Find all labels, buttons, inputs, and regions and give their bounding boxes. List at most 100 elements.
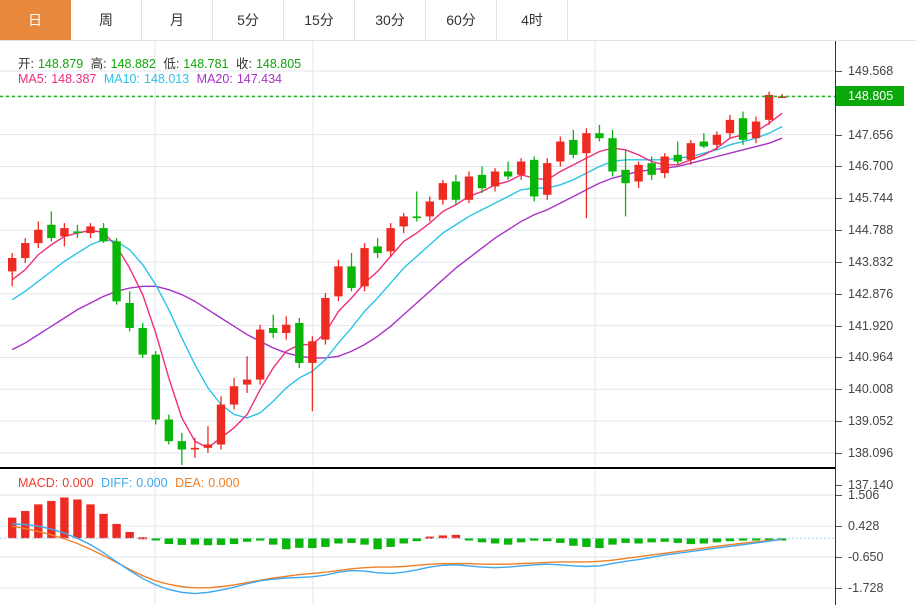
macd-histogram-bar (451, 534, 461, 539)
macd-label: MACD: (18, 476, 59, 490)
candle-body (608, 138, 617, 172)
price-axis-tick (836, 389, 842, 391)
macd-histogram-bar (660, 538, 669, 542)
candle-body (47, 224, 56, 239)
macd-histogram-bar (712, 538, 722, 543)
macd-histogram-bar (543, 538, 552, 542)
macd-histogram-bar (177, 538, 187, 545)
macd-histogram-bar (738, 538, 748, 541)
macd-histogram-bar (673, 538, 682, 543)
macd-histogram-bar (556, 538, 565, 543)
macd-histogram-bar (412, 538, 421, 542)
macd-histogram-bar (203, 538, 213, 546)
macd-histogram-bar (608, 538, 617, 545)
ma20-label: MA20: (196, 72, 233, 86)
macd-histogram-bar (490, 538, 500, 544)
candle-body (569, 139, 578, 155)
candle-body (99, 228, 108, 242)
macd-axis-tick (836, 495, 842, 496)
tab-6[interactable]: 60分 (426, 0, 497, 40)
macd-histogram-bar (373, 538, 382, 550)
candle-body (686, 143, 695, 160)
candle-body (138, 327, 147, 355)
ohlc-legend: 开: 148.879 高: 148.882 低: 148.781 收: 148.805 (18, 53, 305, 72)
macd-histogram-bar (360, 538, 369, 545)
candle-body (660, 156, 669, 174)
tab-0[interactable]: 日 (0, 0, 71, 40)
candle-body (73, 231, 82, 234)
macd-histogram-bar (569, 538, 578, 546)
macd-histogram-bar (699, 538, 709, 544)
price-axis-label: 146.700 (848, 159, 894, 174)
price-axis-label: 142.876 (848, 286, 894, 301)
candle-body (673, 154, 682, 162)
macd-histogram-bar (47, 500, 56, 539)
macd-histogram-bar (725, 538, 735, 542)
ma10-label: MA10: (103, 72, 140, 86)
macd-chart-panel[interactable] (0, 470, 836, 605)
price-axis-tick (836, 134, 842, 136)
macd-histogram-bar (295, 538, 304, 548)
macd-histogram-bar (190, 538, 200, 545)
candle-body (373, 246, 382, 254)
ma5-value: 148.387 (51, 72, 97, 86)
macd-value: 0.000 (62, 476, 94, 490)
candle-body (634, 164, 643, 182)
macd-legend: MACD: 0.000 DIFF: 0.000 DEA: 0.000 (18, 476, 244, 490)
price-chart-panel[interactable] (0, 41, 836, 465)
candle-body (777, 96, 787, 99)
price-axis-tick (836, 484, 842, 486)
candle-body (543, 163, 552, 195)
macd-axis-label: -0.650 (848, 550, 884, 564)
diff-label: DIFF: (101, 476, 133, 490)
close-value: 148.805 (255, 57, 302, 71)
macd-axis-label: 0.428 (848, 519, 880, 533)
candle-body (412, 216, 421, 219)
candle-body (8, 258, 17, 272)
tab-7[interactable]: 4时 (497, 0, 568, 40)
macd-histogram-bar (425, 536, 434, 539)
ma5-line (11, 112, 783, 449)
candle-body (321, 298, 330, 340)
candle-body (386, 228, 395, 252)
high-label: 高: (90, 57, 107, 71)
panel-divider (0, 467, 836, 469)
candle-body (190, 447, 200, 450)
price-axis-label: 140.964 (848, 350, 894, 365)
macd-histogram-bar (151, 538, 160, 541)
macd-histogram-bar (777, 538, 787, 541)
macd-histogram-bar (764, 538, 774, 541)
candle-body (60, 228, 69, 237)
open-value: 148.879 (37, 57, 84, 71)
candle-body (269, 327, 278, 333)
tab-2[interactable]: 月 (142, 0, 213, 40)
macd-histogram-bar (99, 513, 108, 539)
candle-body (242, 379, 252, 385)
macd-histogram-bar (582, 538, 591, 547)
macd-histogram-bar (621, 538, 630, 543)
tab-5[interactable]: 30分 (355, 0, 426, 40)
candle-body (360, 248, 369, 287)
candle-body (347, 266, 356, 289)
candle-body (112, 241, 121, 302)
candle-body (125, 302, 134, 328)
ma5-label: MA5: (18, 72, 48, 86)
dea-value: 0.000 (208, 476, 240, 490)
open-label: 开: (18, 57, 34, 71)
timeframe-tabbar: 日周月 5分 15分 30分 60分 4时 (0, 0, 916, 41)
macd-histogram-bar (321, 538, 330, 547)
macd-histogram-bar (86, 504, 95, 539)
tab-4[interactable]: 15分 (284, 0, 355, 40)
macd-axis-label: -1.728 (848, 581, 884, 595)
tab-1[interactable]: 周 (71, 0, 142, 40)
candle-body (21, 243, 30, 259)
macd-histogram-bar (503, 538, 513, 545)
candle-body (282, 324, 291, 333)
current-price-tag: 148.805 (836, 86, 904, 107)
macd-histogram-bar (516, 538, 526, 543)
tab-3[interactable]: 5分 (213, 0, 284, 40)
y-axis-line (835, 41, 836, 605)
macd-histogram-bar (386, 538, 395, 547)
candle-body (451, 181, 461, 200)
candle-body (216, 404, 226, 445)
